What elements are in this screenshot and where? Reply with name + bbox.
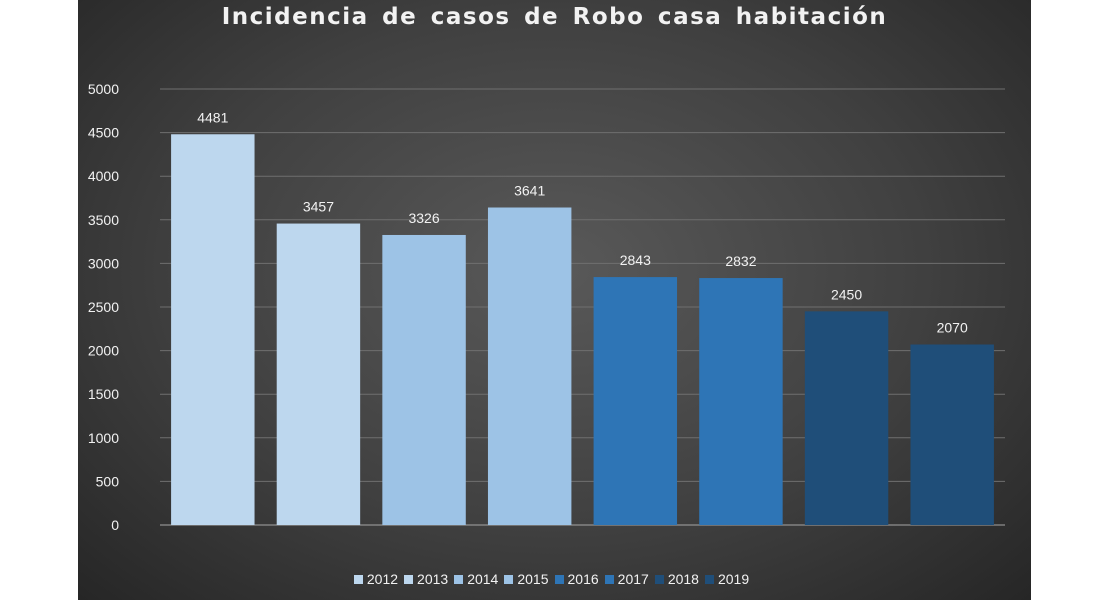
data-label-2019: 2070	[937, 319, 968, 335]
y-tick-label: 4000	[88, 168, 119, 184]
legend-swatch	[554, 574, 564, 584]
y-tick-label: 4500	[88, 125, 119, 141]
legend-item-2018: 2018	[654, 571, 699, 587]
chart-title: Incidencia de casos de Robo casa habitac…	[221, 4, 888, 30]
legend-item-2012: 2012	[353, 571, 399, 587]
y-tick-label: 3500	[88, 212, 119, 228]
bar-2015	[487, 207, 572, 525]
legend-item-2016: 2016	[554, 571, 599, 587]
legend-label: 2016	[567, 571, 599, 587]
bar-2018	[804, 311, 889, 525]
legend-swatch	[504, 574, 514, 584]
legend-swatch	[654, 574, 664, 584]
legend-swatch	[404, 574, 414, 584]
legend-swatch	[704, 574, 714, 584]
legend-item-2014: 2014	[454, 571, 498, 587]
data-label-2012: 4481	[197, 109, 228, 125]
legend-label: 2018	[667, 571, 699, 587]
bar-2014	[382, 234, 466, 526]
data-label-2013: 3457	[303, 199, 334, 215]
y-tick-label: 5000	[88, 81, 119, 97]
bar-2013	[276, 223, 361, 525]
data-label-2014: 3326	[408, 210, 439, 226]
legend-label: 2017	[617, 571, 649, 587]
bar-2016	[593, 277, 678, 525]
bar-chart: 0 500 1000 1500 2000 2500 3000 3500 4000 4500 5000…	[88, 81, 1005, 533]
y-tick-label: 3000	[88, 255, 119, 271]
data-label-2017: 2832	[725, 253, 756, 269]
legend-item-2013: 2013	[404, 571, 448, 587]
y-tick-label: 0	[111, 517, 119, 533]
legend-swatch	[604, 574, 614, 584]
legend-label: 2013	[417, 571, 449, 587]
bar-2017	[699, 278, 783, 525]
legend-swatch	[454, 574, 464, 584]
y-tick-label: 2500	[88, 299, 119, 315]
chart-panel: Incidencia de casos de Robo casa habitac…	[78, 0, 1031, 600]
data-label-2018: 2450	[831, 286, 862, 302]
legend-item-2017: 2017	[604, 571, 649, 587]
legend-swatch	[353, 574, 363, 584]
legend-label: 2012	[366, 571, 399, 587]
data-label-2016: 2843	[620, 252, 651, 268]
legend-label: 2019	[717, 571, 750, 587]
legend-label: 2015	[517, 571, 549, 587]
bar-2012	[171, 134, 255, 525]
legend-item-2019: 2019	[704, 571, 750, 587]
y-tick-label: 2000	[88, 343, 119, 359]
y-tick-label: 1000	[88, 430, 119, 446]
data-label-2015: 3641	[514, 183, 545, 199]
legend-item-2015: 2015	[504, 571, 549, 587]
chart-legend: 2012 2013 2014 2015 2016 2017 2018 2019	[78, 571, 1031, 587]
y-tick-label: 1500	[88, 386, 119, 402]
y-tick-label: 500	[96, 473, 120, 489]
bar-2019	[910, 344, 994, 525]
legend-label: 2014	[467, 571, 499, 587]
